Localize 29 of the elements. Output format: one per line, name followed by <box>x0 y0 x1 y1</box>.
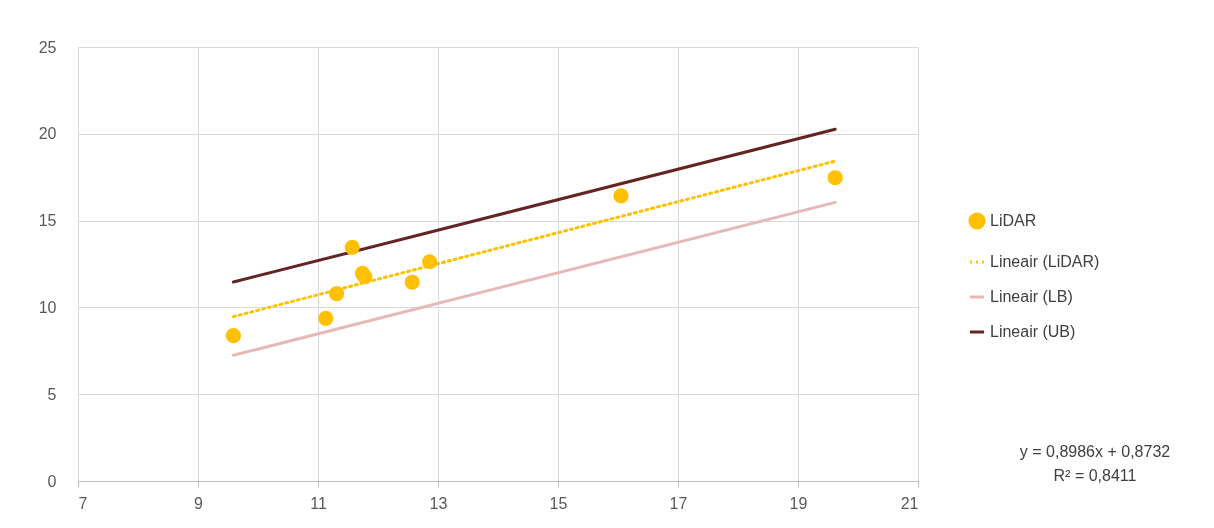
x-tick-label: 13 <box>429 494 448 512</box>
point <box>404 274 420 290</box>
text: y = 0,8986x + 0,8732 <box>1018 442 1172 462</box>
y-tick-label: 20 <box>38 125 57 143</box>
y-tick-label: 0 <box>47 472 57 490</box>
x-tick-label: 7 <box>78 494 88 512</box>
x-tick-label: 9 <box>194 494 204 512</box>
y-tick-label: 10 <box>38 298 57 316</box>
point <box>318 310 334 326</box>
legend-label: Lineair (UB) <box>990 323 1076 340</box>
point <box>613 188 629 204</box>
y-tick-label: 15 <box>38 212 57 230</box>
legend-label: Lineair (LB) <box>990 288 1073 305</box>
y-tick-label: 25 <box>38 38 57 56</box>
x-tick-label: 17 <box>669 494 688 512</box>
point <box>422 254 438 270</box>
x-tick-label: 11 <box>310 494 327 512</box>
x-tick-label: 21 <box>900 494 919 512</box>
point <box>827 170 843 186</box>
point <box>357 269 373 285</box>
point <box>225 328 241 344</box>
point <box>329 286 345 302</box>
point <box>344 239 360 255</box>
legend-label: Lineair (LiDAR) <box>990 253 1100 270</box>
x-tick-label: 19 <box>789 494 808 512</box>
legend-label: LiDAR <box>990 212 1037 229</box>
x-tick-label: 15 <box>549 494 568 512</box>
text: R² = 0,8411 <box>1052 466 1138 486</box>
y-tick-label: 5 <box>47 385 57 403</box>
